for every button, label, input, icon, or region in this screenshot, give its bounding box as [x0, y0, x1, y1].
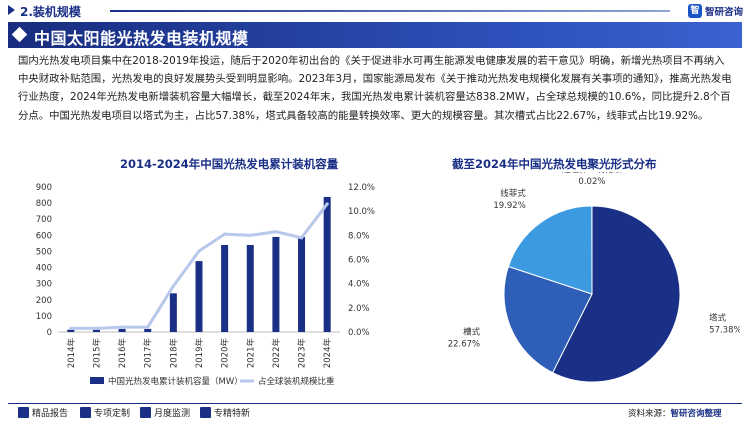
footer-item-monitor[interactable]: 月度监测: [140, 406, 190, 419]
diamond-icon: [11, 26, 28, 43]
capacity-bar: [246, 245, 254, 332]
title-banner: 中国太阳能光热发电装机规模: [8, 22, 742, 48]
pie-slice-label: 超临界二氧化碳: [562, 172, 622, 175]
legend-bar-label: 中国光热发电累计装机容量（MW）: [108, 376, 243, 387]
capacity-bar: [144, 328, 152, 332]
brand-logo[interactable]: 智 智研咨询: [688, 4, 743, 18]
pie-slice: [507, 205, 593, 295]
share-line-point: [120, 325, 124, 329]
x-tick-label: 2022年: [271, 338, 282, 369]
intro-paragraph: 国内光热发电项目集中在2018-2019年投运，随后于2020年初出台的《关于促…: [18, 55, 732, 122]
footer-item-special[interactable]: 专精特新: [200, 406, 250, 419]
pie-slice-label: 槽式: [463, 327, 481, 338]
pie-slice-value: 22.67%: [448, 340, 480, 350]
y-right-tick-label: 12.0%: [348, 183, 375, 193]
y-right-tick-label: 4.0%: [348, 280, 370, 290]
y-left-tick-label: 0: [47, 328, 52, 338]
footer-item-label: 专项定制: [94, 409, 131, 419]
footer-item-custom[interactable]: 专项定制: [80, 406, 130, 419]
x-tick-label: 2018年: [168, 338, 179, 369]
y-right-tick-label: 2.0%: [348, 304, 370, 314]
y-right-tick-label: 6.0%: [348, 256, 370, 266]
footer-item-label: 专精特新: [214, 409, 251, 419]
share-line-point: [69, 326, 73, 330]
logo-text: 智研咨询: [705, 7, 744, 18]
page-title: 中国太阳能光热发电装机规模: [34, 29, 249, 48]
pie-slice-value: 0.02%: [578, 177, 605, 187]
logo-icon: 智: [688, 4, 702, 18]
capacity-bar: [272, 236, 280, 332]
x-tick-label: 2014年: [66, 338, 77, 369]
capacity-bar: [118, 328, 126, 332]
share-line-point: [325, 202, 329, 206]
y-left-tick-label: 800: [36, 199, 52, 209]
share-line-point: [94, 326, 99, 330]
y-right-tick-label: 0.0%: [348, 328, 370, 338]
y-left-tick-label: 900: [36, 183, 52, 193]
x-tick-label: 2020年: [220, 338, 231, 369]
y-left-tick-label: 100: [36, 312, 52, 322]
data-icon: [80, 407, 91, 418]
capacity-bar: [323, 196, 331, 332]
share-line-point: [274, 230, 278, 234]
capacity-combo-chart: 0 100 200 300 400 500 600 700 800 900 0.0% 2.0% 4.0%…: [36, 183, 375, 387]
source-note: 资料来源：智研咨询整理: [628, 407, 722, 419]
footer-item-label: 月度监测: [154, 409, 191, 419]
footer-item-label: 精品报告: [32, 409, 69, 419]
footer-item-report[interactable]: 精品报告: [18, 406, 68, 419]
source-label: 资料来源：: [628, 409, 671, 419]
section-divider: [110, 10, 670, 12]
pie-slice-label: 线菲式: [500, 188, 526, 199]
x-tick-label: 2015年: [91, 338, 102, 369]
concentration-pie-chart: 塔式 57.38% 槽式 22.67% 线菲式 19.92% 超临界二氧化碳 0.02%: [448, 172, 740, 383]
y-left-tick-label: 200: [36, 296, 52, 306]
capacity-bar: [67, 329, 75, 332]
share-line-point: [223, 232, 227, 236]
chart-icon: [140, 407, 151, 418]
section-title: 2.装机规模: [20, 5, 81, 19]
report-icon: [18, 407, 29, 418]
pie-slice: [503, 265, 593, 374]
footer: 精品报告 专项定制 月度监测 专精特新 资料来源：智研咨询整理: [0, 400, 750, 422]
pie-slice-value: 19.92%: [493, 201, 525, 211]
capacity-bar: [298, 236, 306, 332]
y-left-tick-label: 400: [36, 264, 52, 274]
x-tick-label: 2024年: [322, 338, 333, 369]
share-line-point: [248, 233, 252, 237]
section-marker-icon: [8, 5, 15, 15]
y-right-tick-label: 10.0%: [348, 207, 375, 217]
share-line-point: [197, 249, 201, 253]
x-tick-label: 2017年: [143, 338, 154, 369]
capacity-bar: [221, 245, 229, 332]
y-right-tick-label: 8.0%: [348, 231, 370, 241]
capacity-bar: [195, 261, 203, 332]
pie-slice-value: 57.38%: [709, 325, 740, 335]
pie-slice-label: 塔式: [709, 312, 727, 323]
y-left-tick-label: 300: [36, 280, 52, 290]
y-left-tick-label: 500: [36, 247, 52, 257]
capacity-bar: [92, 329, 100, 332]
footer-divider: [8, 403, 742, 404]
x-tick-label: 2021年: [245, 338, 256, 369]
x-tick-label: 2019年: [194, 338, 205, 369]
bar-chart-title: 2014-2024年中国光热发电累计装机容量: [120, 157, 339, 171]
source-value: 智研咨询整理: [670, 409, 722, 419]
y-left-tick-label: 600: [36, 231, 52, 241]
share-line-point: [171, 284, 175, 288]
pie-chart-title: 截至2024年中国光热发电聚光形式分布: [452, 157, 657, 171]
section-header: 2.装机规模 智 智研咨询: [0, 0, 750, 22]
share-line-point: [299, 236, 304, 240]
y-left-tick-label: 700: [36, 215, 52, 225]
pie-slice: [551, 205, 681, 383]
x-tick-label: 2016年: [117, 338, 128, 369]
star-icon: [200, 407, 211, 418]
x-tick-label: 2023年: [297, 338, 308, 369]
legend-bar-swatch: [90, 377, 104, 384]
legend-line-label: 占全球装机规模比重: [258, 376, 335, 387]
share-line-point: [146, 325, 150, 329]
capacity-bar: [169, 293, 177, 332]
